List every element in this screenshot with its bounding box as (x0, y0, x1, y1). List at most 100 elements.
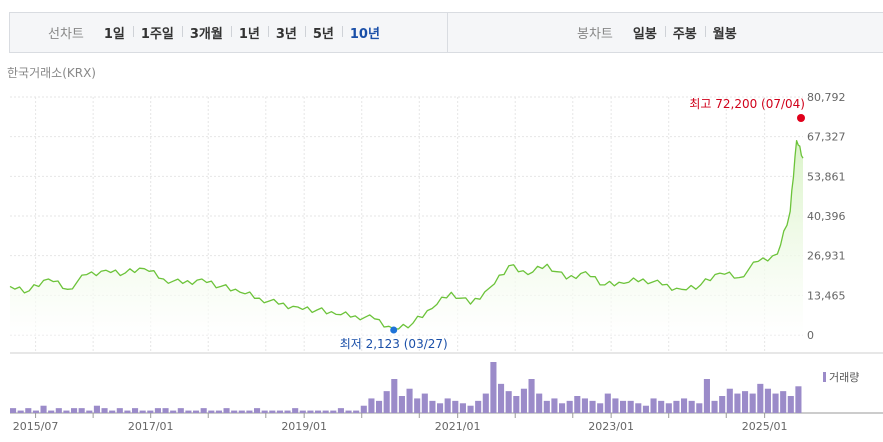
candle-chart-label: 봉차트 (577, 27, 613, 42)
volume-bar (299, 410, 306, 413)
volume-bar (749, 393, 756, 413)
volume-bar (17, 410, 24, 413)
volume-bar (673, 400, 680, 413)
volume-bar (513, 396, 520, 413)
period-3m-button[interactable]: 3개월 (181, 23, 231, 42)
volume-bar (787, 396, 794, 413)
volume-bar (711, 400, 718, 413)
volume-bar (734, 393, 741, 413)
volume-bar (536, 393, 543, 413)
volume-bar (620, 400, 627, 413)
volume-bar (406, 388, 413, 413)
x-axis-ticks: 2015/07 2017/01 2019/01 2021/01 2023/01 2025/… (13, 413, 788, 433)
volume-bar (581, 398, 588, 413)
volume-bars (10, 362, 802, 413)
line-chart-label: 선차트 (48, 27, 84, 42)
x-tick-label: 2019/01 (281, 420, 327, 433)
volume-bar (543, 400, 550, 413)
price-line (9, 139, 804, 330)
volume-bar (604, 393, 611, 413)
volume-bar (528, 379, 535, 413)
volume-bar (444, 398, 451, 413)
volume-bar (764, 388, 771, 413)
x-tick-label: 2015/07 (13, 420, 59, 433)
volume-bar (498, 383, 505, 413)
volume-bar (383, 391, 390, 413)
y-tick-label: 26,931 (807, 250, 846, 263)
volume-bar (109, 410, 116, 413)
volume-bar (520, 388, 527, 413)
volume-bar (391, 379, 398, 413)
volume-bar (25, 408, 32, 413)
volume-bar (185, 410, 192, 413)
volume-bar (71, 408, 78, 413)
y-tick-label: 53,861 (807, 170, 846, 183)
volume-bar (589, 400, 596, 413)
volume-bar (55, 408, 62, 413)
period-1d-button[interactable]: 1일 (103, 27, 125, 42)
volume-bar (315, 410, 322, 413)
period-10y-button[interactable]: 10년 (341, 23, 388, 42)
volume-bar (482, 393, 489, 413)
volume-bar (757, 383, 764, 413)
candle-weekly-button[interactable]: 주봉 (664, 23, 705, 42)
volume-bar (147, 410, 154, 413)
period-1y-button[interactable]: 1년 (230, 23, 268, 42)
volume-bar (193, 410, 200, 413)
x-tick-label: 2023/01 (588, 420, 634, 433)
x-tick-label: 2017/01 (128, 420, 174, 433)
volume-bar (703, 379, 710, 413)
volume-bar (650, 398, 657, 413)
volume-bar (360, 405, 367, 413)
high-annotation: 최고 72,200 (07/04) (689, 97, 805, 111)
volume-bar (231, 410, 238, 413)
y-tick-label: 13,465 (807, 289, 846, 302)
volume-legend-swatch (823, 372, 826, 382)
y-tick-label: 80,792 (807, 91, 846, 104)
volume-bar (215, 410, 222, 413)
toolbar-divider (447, 13, 448, 52)
x-tick-label: 2025/01 (742, 420, 788, 433)
volume-bar (345, 410, 352, 413)
volume-bar (132, 408, 139, 413)
volume-bar (276, 410, 283, 413)
volume-bar (627, 400, 634, 413)
volume-bar (269, 410, 276, 413)
volume-legend-label: 거래량 (829, 371, 860, 384)
volume-bar (635, 403, 642, 413)
data-source-label: 한국거래소(KRX) (7, 66, 96, 80)
volume-bar (742, 391, 749, 413)
volume-bar (475, 400, 482, 413)
volume-bar (696, 403, 703, 413)
period-3y-button[interactable]: 3년 (267, 23, 305, 42)
volume-bar (467, 405, 474, 413)
period-1w-button[interactable]: 1주일 (132, 23, 182, 42)
candle-daily-button[interactable]: 일봉 (632, 27, 657, 42)
volume-bar (101, 408, 108, 413)
y-tick-label: 0 (807, 329, 814, 342)
volume-legend: 거래량 (823, 369, 859, 385)
volume-bar (322, 410, 329, 413)
y-tick-label: 40,396 (807, 210, 846, 223)
volume-bar (200, 408, 207, 413)
volume-bar (177, 408, 184, 413)
volume-bar (78, 408, 85, 413)
volume-bar (48, 410, 55, 413)
volume-bar (353, 410, 360, 413)
period-5y-button[interactable]: 5년 (304, 23, 342, 42)
volume-bar (780, 391, 787, 413)
volume-bar (124, 410, 131, 413)
volume-bar (726, 388, 733, 413)
volume-bar (116, 408, 123, 413)
volume-bar (398, 396, 405, 413)
volume-bar (368, 398, 375, 413)
volume-bar (574, 396, 581, 413)
volume-bar (437, 403, 444, 413)
volume-bar (658, 400, 665, 413)
candle-monthly-button[interactable]: 월봉 (704, 23, 745, 42)
volume-bar (772, 393, 779, 413)
volume-bar (597, 403, 604, 413)
volume-bar (246, 410, 253, 413)
volume-bar (665, 403, 672, 413)
